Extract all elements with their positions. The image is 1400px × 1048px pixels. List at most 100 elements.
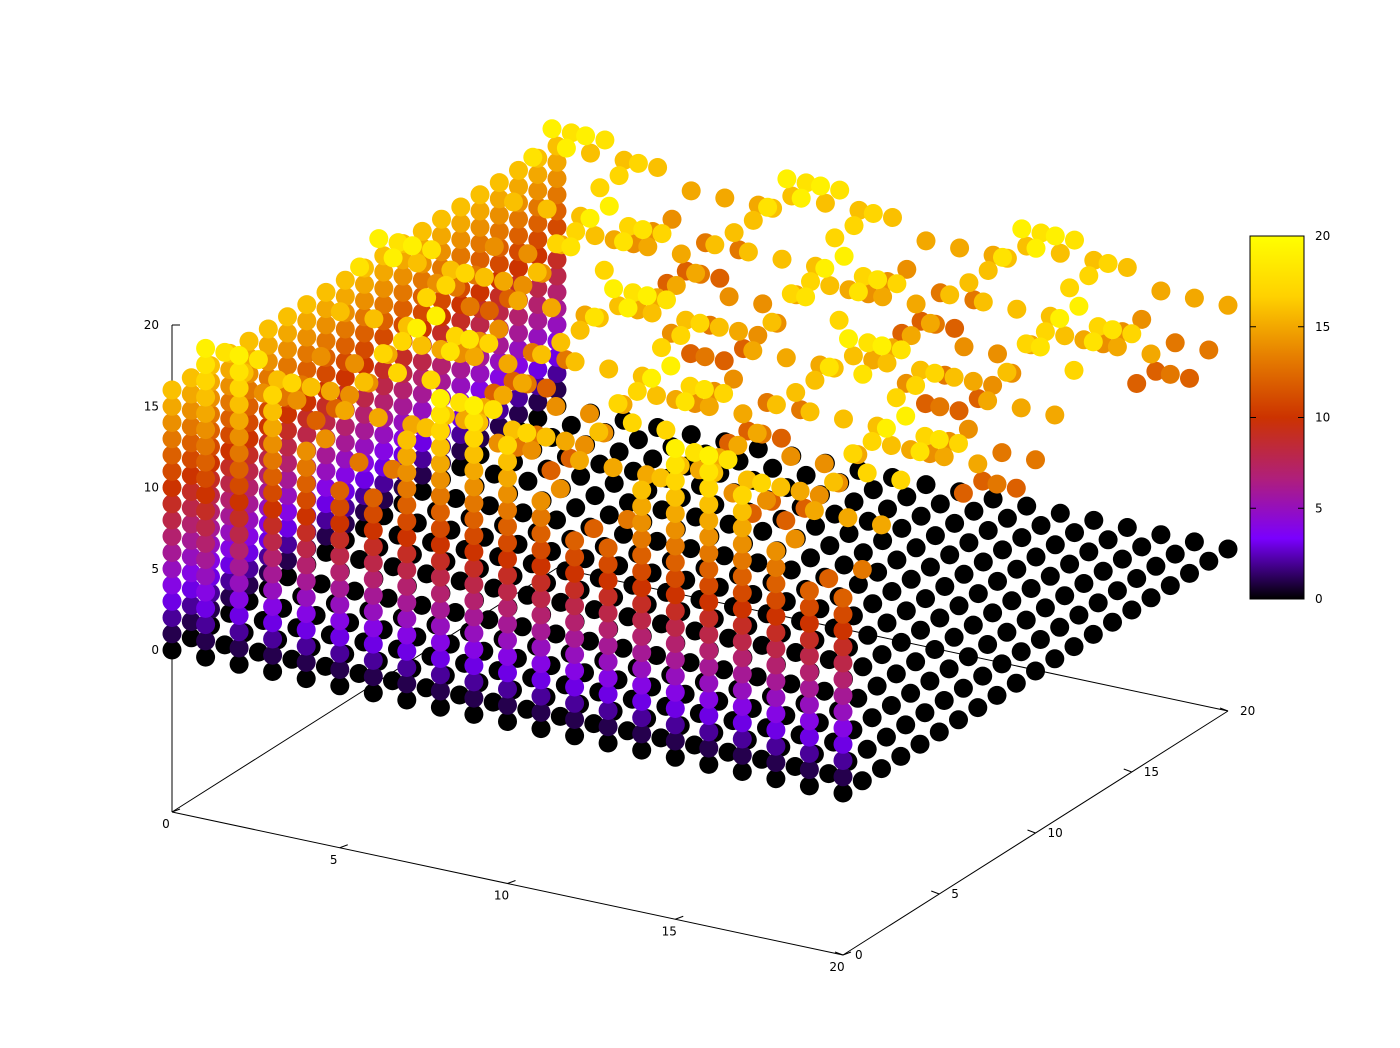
data-point: [1180, 563, 1199, 583]
data-point: [944, 367, 964, 387]
data-point: [747, 423, 767, 443]
data-point: [450, 393, 470, 412]
data-point: [316, 445, 336, 465]
data-point: [1127, 569, 1147, 588]
data-point: [1045, 535, 1065, 555]
data-point: [1065, 523, 1084, 543]
data-point: [849, 200, 869, 220]
data-point: [781, 447, 801, 466]
data-point: [430, 697, 450, 717]
data-point: [901, 326, 921, 346]
data-point: [833, 767, 853, 787]
data-point: [430, 600, 450, 620]
z-tick-label: 20: [144, 318, 159, 332]
data-point: [531, 572, 551, 592]
data-point: [311, 347, 331, 366]
data-point: [911, 360, 930, 380]
data-point: [498, 500, 517, 520]
data-point: [1103, 320, 1122, 340]
data-point: [781, 284, 801, 304]
data-point: [896, 406, 916, 426]
data-point: [363, 504, 383, 524]
data-point: [858, 333, 878, 353]
data-point: [335, 368, 355, 388]
data-point: [1098, 530, 1118, 550]
data-point: [531, 670, 551, 690]
data-point: [498, 598, 517, 618]
colorbar-tick-label: 20: [1315, 229, 1330, 243]
data-point: [1165, 333, 1185, 353]
data-point: [1141, 344, 1161, 364]
data-point: [388, 233, 408, 253]
data-point: [528, 230, 548, 249]
data-point: [330, 611, 350, 631]
data-point: [632, 545, 652, 565]
data-point: [498, 484, 517, 504]
data-point: [598, 619, 618, 639]
data-point: [1050, 309, 1070, 328]
data-point: [732, 680, 752, 700]
data-point: [925, 526, 945, 546]
data-point: [1065, 230, 1084, 250]
data-point: [412, 400, 432, 420]
data-point: [576, 126, 596, 146]
data-point: [263, 434, 283, 454]
data-point: [1055, 326, 1075, 346]
data-point: [531, 719, 551, 739]
data-point: [1031, 223, 1051, 243]
data-point: [196, 436, 216, 456]
data-point: [531, 540, 551, 560]
data-point: [963, 371, 983, 391]
data-point: [1016, 334, 1036, 354]
data-point: [964, 501, 984, 521]
data-point: [833, 669, 853, 689]
data-point: [296, 604, 316, 624]
data-point: [464, 607, 484, 627]
data-point: [643, 449, 663, 469]
data-point: [517, 423, 537, 443]
data-point: [494, 271, 514, 291]
data-point: [833, 686, 853, 705]
data-point: [699, 624, 719, 644]
data-point: [498, 663, 517, 683]
data-point: [479, 334, 499, 353]
data-point: [604, 279, 624, 299]
data-point: [699, 754, 719, 774]
data-point: [162, 510, 182, 530]
data-point: [374, 327, 394, 347]
data-point: [863, 204, 883, 223]
data-point: [440, 342, 460, 362]
data-point: [531, 605, 551, 625]
data-point: [652, 338, 671, 358]
data-point: [363, 667, 383, 687]
data-point: [464, 672, 484, 692]
data-point: [355, 323, 374, 343]
data-point: [464, 704, 484, 724]
data-point: [383, 459, 402, 479]
data-point: [799, 711, 819, 731]
data-point: [402, 236, 422, 256]
data-point: [973, 471, 993, 491]
data-point: [565, 612, 585, 632]
data-point: [799, 581, 819, 601]
data-point: [665, 601, 685, 621]
data-point: [196, 420, 216, 440]
data-point: [542, 298, 561, 318]
data-point: [1218, 295, 1238, 315]
data-point: [806, 516, 825, 536]
data-point: [1199, 340, 1219, 360]
data-point: [580, 404, 599, 424]
data-point: [263, 499, 283, 519]
data-point: [565, 580, 585, 599]
data-point: [872, 645, 892, 665]
data-point: [263, 662, 283, 681]
data-point: [686, 263, 706, 283]
data-point: [848, 282, 868, 302]
data-point: [565, 352, 585, 372]
data-point: [877, 613, 897, 633]
data-point: [680, 653, 700, 673]
data-point: [604, 473, 624, 493]
data-point: [598, 571, 618, 590]
data-point: [397, 690, 417, 710]
data-point: [278, 567, 297, 587]
